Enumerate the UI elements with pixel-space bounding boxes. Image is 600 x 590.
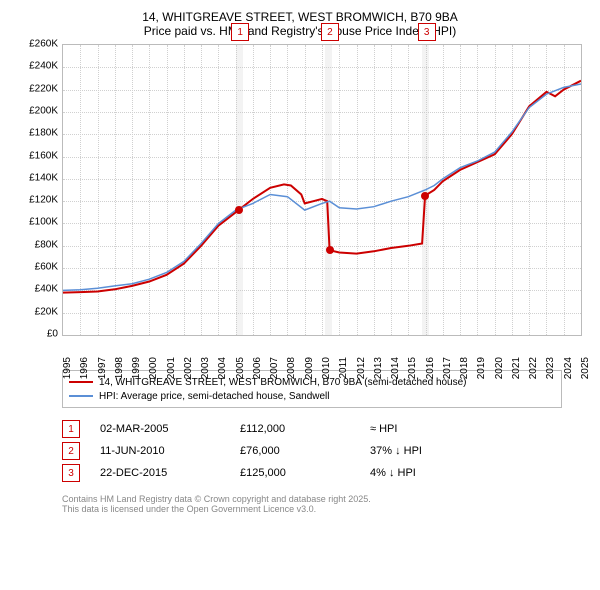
- tx-marker: 3: [62, 464, 80, 482]
- marker-1: 1: [231, 23, 249, 41]
- xtick-label: 2014: [390, 357, 401, 379]
- tx-delta: 37% ↓ HPI: [370, 445, 490, 457]
- plot-area: 123: [62, 44, 582, 336]
- title-line-2: Price paid vs. HM Land Registry's House …: [10, 24, 590, 38]
- xtick-label: 2001: [166, 357, 177, 379]
- ytick-label: £120K: [29, 195, 58, 206]
- series-hpi: [63, 84, 581, 290]
- legend-row-hpi: HPI: Average price, semi-detached house,…: [69, 389, 555, 403]
- tx-marker: 2: [62, 442, 80, 460]
- chart-lines: [63, 45, 581, 335]
- ytick-label: £220K: [29, 83, 58, 94]
- sale-point: [421, 192, 429, 200]
- xtick-label: 2022: [528, 357, 539, 379]
- sale-point: [326, 246, 334, 254]
- tx-date: 02-MAR-2005: [100, 423, 240, 435]
- marker-2: 2: [321, 23, 339, 41]
- xtick-label: 2018: [459, 357, 470, 379]
- xtick-label: 1998: [114, 357, 125, 379]
- xtick-label: 2019: [476, 357, 487, 379]
- xtick-label: 2016: [425, 357, 436, 379]
- ytick-label: £0: [47, 329, 58, 340]
- ytick-label: £240K: [29, 61, 58, 72]
- transaction-row: 2 11-JUN-2010£76,00037% ↓ HPI: [62, 440, 590, 462]
- xtick-label: 2005: [235, 357, 246, 379]
- tx-delta: ≈ HPI: [370, 423, 490, 435]
- chart-title: 14, WHITGREAVE STREET, WEST BROMWICH, B7…: [10, 10, 590, 38]
- ytick-label: £260K: [29, 39, 58, 50]
- transaction-row: 1 02-MAR-2005£112,000≈ HPI: [62, 418, 590, 440]
- xtick-label: 2011: [338, 357, 349, 379]
- xtick-label: 2024: [563, 357, 574, 379]
- xtick-label: 2007: [269, 357, 280, 379]
- tx-marker: 1: [62, 420, 80, 438]
- xtick-label: 2025: [580, 357, 591, 379]
- title-line-1: 14, WHITGREAVE STREET, WEST BROMWICH, B7…: [10, 10, 590, 24]
- xtick-label: 2021: [511, 357, 522, 379]
- marker-3: 3: [418, 23, 436, 41]
- xtick-label: 2020: [494, 357, 505, 379]
- xtick-label: 1995: [62, 357, 73, 379]
- tx-date: 11-JUN-2010: [100, 445, 240, 457]
- xtick-label: 2008: [286, 357, 297, 379]
- xtick-label: 2015: [407, 357, 418, 379]
- ytick-label: £200K: [29, 105, 58, 116]
- tx-price: £125,000: [240, 467, 370, 479]
- xtick-label: 2012: [356, 357, 367, 379]
- tx-delta: 4% ↓ HPI: [370, 467, 490, 479]
- xtick-label: 1997: [97, 357, 108, 379]
- tx-price: £76,000: [240, 445, 370, 457]
- footer-line-1: Contains HM Land Registry data © Crown c…: [62, 494, 590, 504]
- xtick-label: 2003: [200, 357, 211, 379]
- ytick-label: £160K: [29, 150, 58, 161]
- xtick-label: 1996: [79, 357, 90, 379]
- ytick-label: £140K: [29, 172, 58, 183]
- ytick-label: £60K: [35, 262, 58, 273]
- xtick-label: 2006: [252, 357, 263, 379]
- transactions-table: 1 02-MAR-2005£112,000≈ HPI 2 11-JUN-2010£76…: [62, 418, 590, 484]
- tx-date: 22-DEC-2015: [100, 467, 240, 479]
- footer-line-2: This data is licensed under the Open Gov…: [62, 504, 590, 514]
- xtick-label: 2002: [183, 357, 194, 379]
- tx-price: £112,000: [240, 423, 370, 435]
- xtick-label: 2010: [321, 357, 332, 379]
- legend-swatch-hpi: [69, 395, 93, 397]
- legend-label-hpi: HPI: Average price, semi-detached house,…: [99, 391, 330, 402]
- ytick-label: £40K: [35, 284, 58, 295]
- ytick-label: £180K: [29, 128, 58, 139]
- xtick-label: 2009: [304, 357, 315, 379]
- chart-container: 123 £0 £20K £40K £60K £80K £100K £120K £140K £16…: [20, 44, 580, 364]
- ytick-label: £100K: [29, 217, 58, 228]
- series-property: [63, 81, 581, 293]
- ytick-label: £80K: [35, 239, 58, 250]
- sale-point: [235, 206, 243, 214]
- legend-swatch-property: [69, 381, 93, 383]
- xtick-label: 2023: [545, 357, 556, 379]
- xtick-label: 2004: [217, 357, 228, 379]
- xtick-label: 2017: [442, 357, 453, 379]
- xtick-label: 2000: [148, 357, 159, 379]
- ytick-label: £20K: [35, 306, 58, 317]
- transaction-row: 3 22-DEC-2015£125,0004% ↓ HPI: [62, 462, 590, 484]
- xtick-label: 2013: [373, 357, 384, 379]
- footer: Contains HM Land Registry data © Crown c…: [62, 494, 590, 514]
- xtick-label: 1999: [131, 357, 142, 379]
